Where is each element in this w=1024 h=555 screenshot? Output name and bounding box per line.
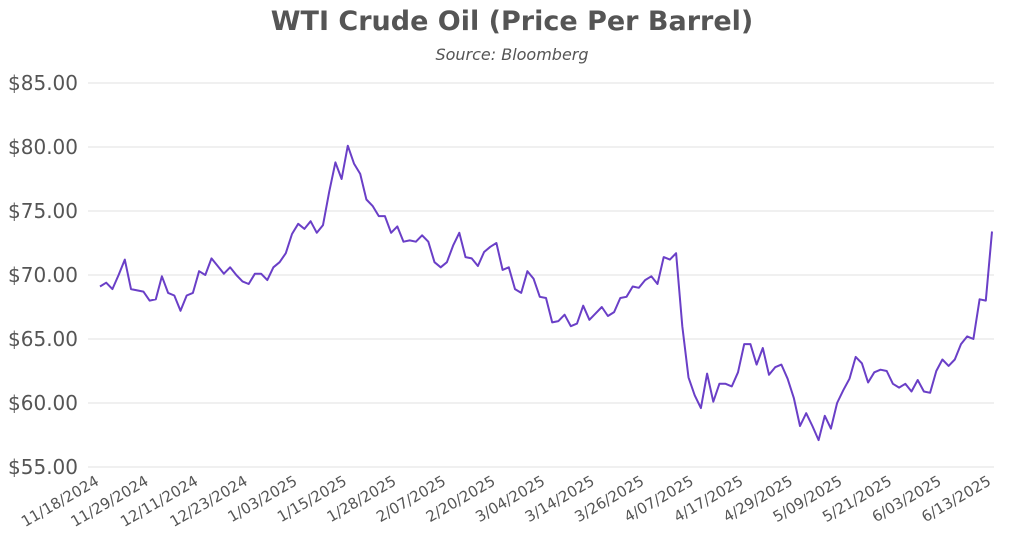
series-line bbox=[99, 144, 993, 442]
y-tick-label: $55.00 bbox=[8, 455, 78, 479]
gridlines bbox=[88, 82, 994, 468]
y-tick-label: $80.00 bbox=[8, 135, 78, 159]
y-tick-label: $70.00 bbox=[8, 263, 78, 287]
x-axis-ticks: 11/18/202411/29/202412/11/202412/23/2024… bbox=[18, 472, 994, 531]
chart-title: WTI Crude Oil (Price Per Barrel) bbox=[270, 6, 754, 37]
y-tick-label: $60.00 bbox=[8, 391, 78, 415]
y-tick-label: $65.00 bbox=[8, 327, 78, 351]
chart-subtitle: Source: Bloomberg bbox=[435, 45, 589, 64]
y-tick-label: $75.00 bbox=[8, 199, 78, 223]
y-axis-ticks: $55.00 $60.00 $65.00 $70.00 $75.00 $80.00 $85.… bbox=[8, 71, 78, 479]
y-tick-label: $85.00 bbox=[8, 71, 78, 95]
series-layer bbox=[99, 144, 993, 442]
